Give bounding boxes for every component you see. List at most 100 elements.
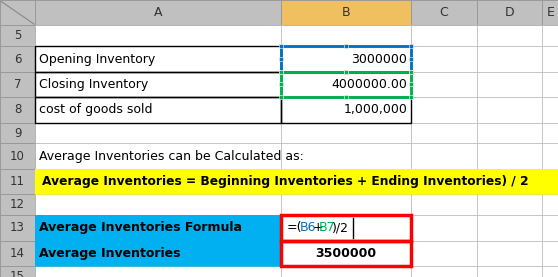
Bar (0, 97, 35, 123)
Text: E: E (546, 6, 554, 19)
Bar (0, 0, 35, 25)
Bar (0, 123, 35, 143)
Bar (35, 72, 281, 97)
Bar (0, 143, 35, 169)
Bar (281, 72, 411, 97)
Bar (281, 123, 411, 143)
Bar (35, 215, 281, 241)
Text: 12: 12 (10, 198, 25, 211)
Bar (35, 169, 558, 194)
Bar (281, 97, 411, 123)
Bar (542, 194, 558, 215)
Bar (411, 241, 477, 266)
Text: 6: 6 (14, 53, 21, 65)
Bar (477, 215, 542, 241)
Bar (35, 72, 281, 97)
Bar (542, 123, 558, 143)
Bar (542, 143, 558, 169)
Bar (35, 194, 281, 215)
Bar (542, 215, 558, 241)
Bar (477, 215, 542, 241)
Bar (35, 97, 281, 123)
Bar (35, 143, 281, 169)
Bar (411, 97, 477, 123)
Bar (281, 46, 411, 72)
Bar (0, 97, 35, 123)
Text: Average Inventories: Average Inventories (39, 247, 181, 260)
Bar (477, 241, 542, 266)
Bar (411, 169, 477, 194)
Bar (542, 46, 558, 72)
Bar (542, 46, 558, 72)
Bar (35, 46, 281, 72)
Bar (411, 123, 477, 143)
Bar (35, 266, 281, 277)
Bar (542, 0, 558, 25)
Bar (0, 215, 35, 241)
Bar (35, 241, 281, 266)
Bar (281, 215, 411, 241)
Bar (477, 25, 542, 46)
Bar (477, 72, 542, 97)
Bar (281, 266, 411, 277)
Bar (477, 0, 542, 25)
Bar (281, 215, 411, 241)
Bar (35, 97, 281, 123)
Bar (281, 46, 411, 72)
Bar (542, 266, 558, 277)
Bar (281, 241, 411, 266)
Bar (281, 46, 411, 72)
Text: Average Inventories Formula: Average Inventories Formula (39, 222, 242, 234)
Bar (0, 25, 35, 46)
Bar (281, 143, 411, 169)
Bar (281, 25, 411, 46)
Bar (281, 215, 411, 241)
Bar (411, 0, 477, 25)
Bar (411, 97, 477, 123)
Bar (542, 25, 558, 46)
Bar (477, 97, 542, 123)
Bar (411, 143, 477, 169)
Bar (281, 72, 411, 97)
Bar (35, 169, 281, 194)
Bar (411, 169, 477, 194)
Text: 5: 5 (14, 29, 21, 42)
Bar (542, 169, 558, 194)
Bar (477, 123, 542, 143)
Bar (542, 0, 558, 25)
Text: )/2: )/2 (333, 222, 349, 234)
Bar (0, 266, 35, 277)
Bar (281, 72, 411, 97)
Text: 7: 7 (14, 78, 21, 91)
Bar (35, 143, 281, 169)
Text: B: B (341, 6, 350, 19)
Bar (477, 123, 542, 143)
Bar (411, 241, 477, 266)
Bar (281, 25, 411, 46)
Bar (477, 266, 542, 277)
Bar (35, 46, 281, 72)
Text: cost of goods sold: cost of goods sold (39, 104, 152, 116)
Bar (542, 25, 558, 46)
Bar (477, 194, 542, 215)
Bar (542, 241, 558, 266)
Bar (542, 97, 558, 123)
Text: C: C (440, 6, 448, 19)
Bar (0, 169, 35, 194)
Bar (542, 266, 558, 277)
Bar (35, 215, 281, 241)
Bar (281, 169, 411, 194)
Bar (0, 25, 35, 46)
Bar (35, 46, 281, 72)
Bar (35, 0, 281, 25)
Bar (542, 123, 558, 143)
Text: 4000000.00: 4000000.00 (331, 78, 407, 91)
Bar (411, 194, 477, 215)
Bar (35, 123, 281, 143)
Bar (477, 241, 542, 266)
Bar (35, 25, 281, 46)
Text: Average Inventories = Beginning Inventories + Ending Inventories) / 2: Average Inventories = Beginning Inventor… (42, 175, 528, 188)
Bar (477, 169, 542, 194)
Text: 3000000: 3000000 (352, 53, 407, 65)
Text: B6: B6 (300, 222, 316, 234)
